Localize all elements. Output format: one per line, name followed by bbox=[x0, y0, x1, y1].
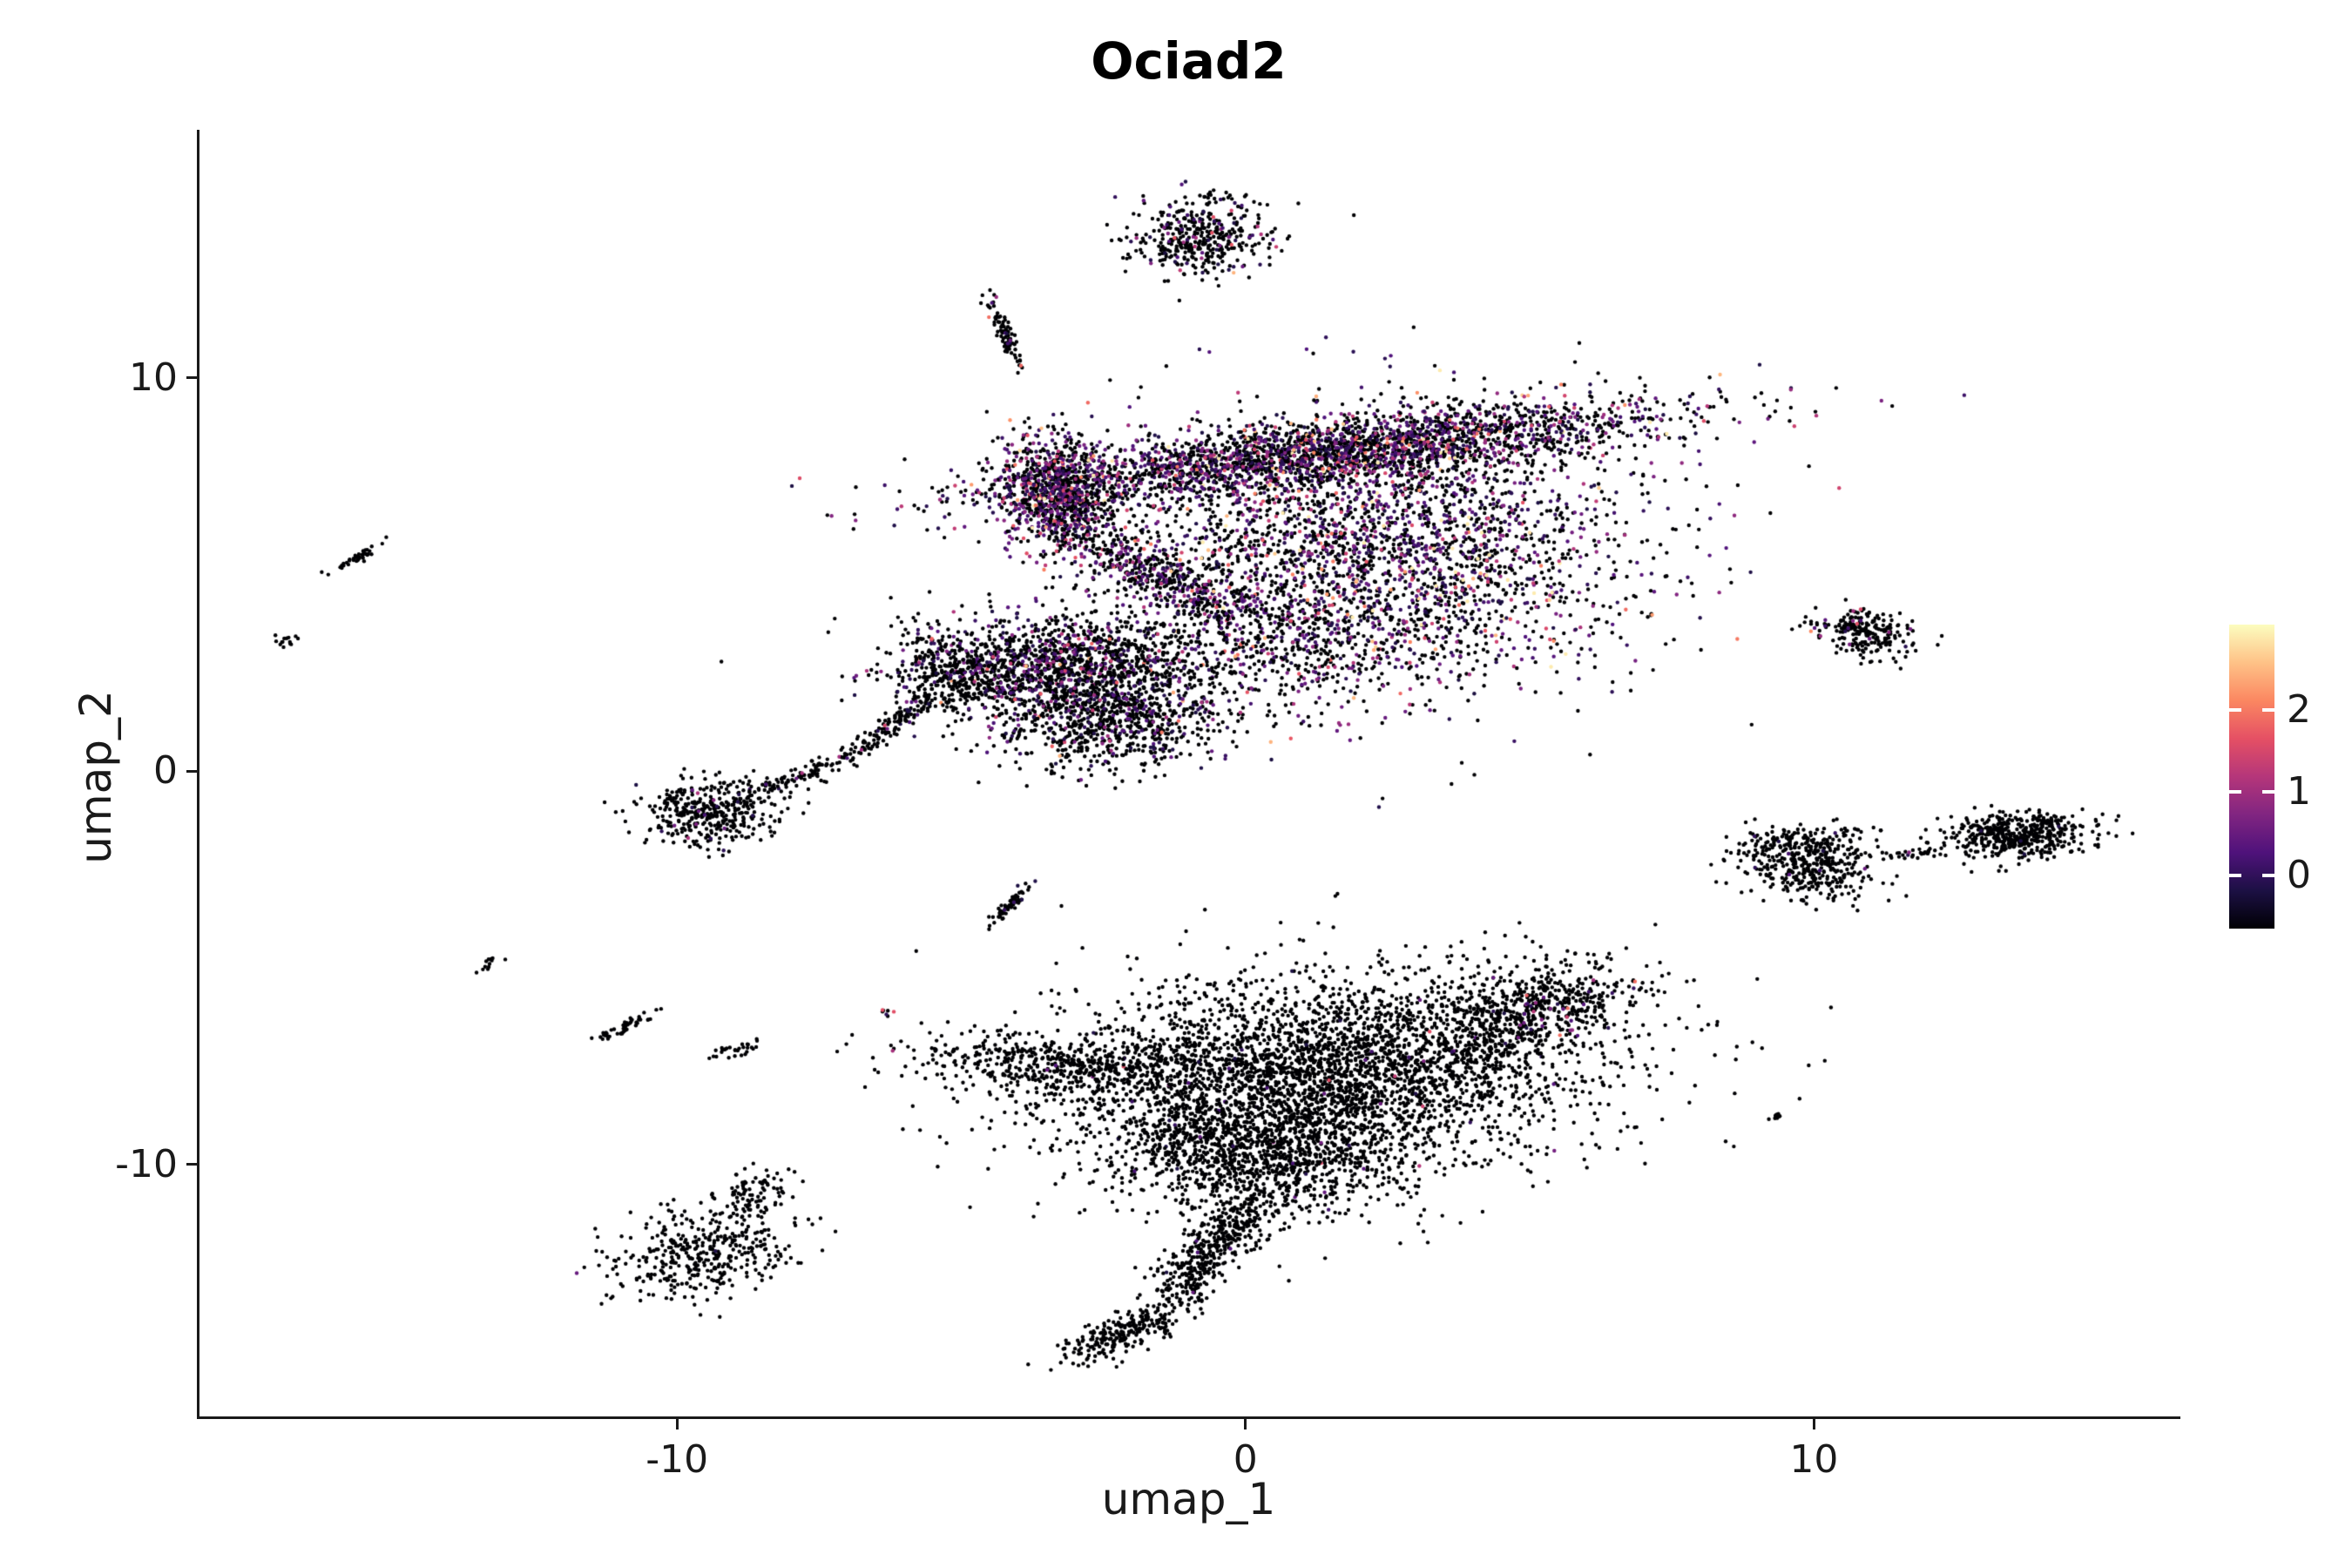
y-tick-label: -10 bbox=[115, 1141, 178, 1186]
y-axis-line bbox=[197, 130, 199, 1419]
colorbar-tick-mark bbox=[2229, 707, 2241, 712]
y-tick-label: 10 bbox=[129, 355, 178, 400]
colorbar-tick-mark bbox=[2229, 789, 2241, 794]
y-tick-mark bbox=[186, 376, 199, 380]
x-tick-label: 0 bbox=[1233, 1437, 1258, 1482]
colorbar-gradient bbox=[2229, 625, 2274, 929]
x-tick-mark bbox=[675, 1416, 679, 1429]
y-tick-mark bbox=[186, 1163, 199, 1166]
x-tick-mark bbox=[1244, 1416, 1247, 1429]
colorbar-tick-mark bbox=[2229, 873, 2241, 877]
colorbar-tick-mark bbox=[2262, 789, 2274, 794]
colorbar-tick-mark bbox=[2262, 707, 2274, 712]
x-tick-label: 10 bbox=[1789, 1437, 1839, 1482]
x-tick-label: -10 bbox=[645, 1437, 709, 1482]
colorbar-tick-label: 0 bbox=[2287, 852, 2311, 897]
scatter-canvas bbox=[199, 130, 2178, 1416]
x-axis-line bbox=[197, 1416, 2180, 1419]
y-tick-label: 0 bbox=[153, 748, 178, 794]
colorbar-tick-label: 1 bbox=[2287, 768, 2311, 814]
y-tick-mark bbox=[186, 769, 199, 773]
colorbar-tick-mark bbox=[2262, 873, 2274, 877]
x-axis-title: umap_1 bbox=[1101, 1474, 1276, 1524]
colorbar-tick-label: 2 bbox=[2287, 686, 2311, 732]
x-tick-mark bbox=[1812, 1416, 1815, 1429]
plot-title: Ociad2 bbox=[1091, 31, 1287, 91]
